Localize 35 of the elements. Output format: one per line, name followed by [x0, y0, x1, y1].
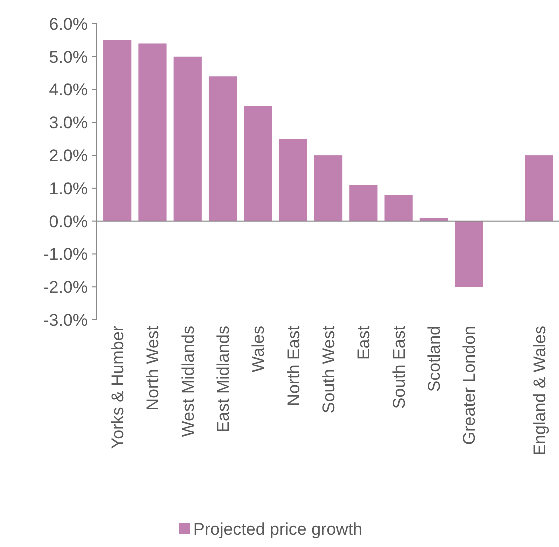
- x-tick-label: West Midlands: [178, 326, 198, 438]
- y-tick-label: 4.0%: [49, 80, 88, 100]
- x-tick-label: Yorks & Humber: [108, 326, 128, 450]
- bar: [138, 44, 167, 222]
- y-tick-label: 2.0%: [49, 146, 88, 166]
- x-tick-label: Greater London: [460, 326, 480, 446]
- y-tick-label: 0.0%: [49, 212, 88, 232]
- x-tick-label: North West: [144, 326, 163, 411]
- bar: [350, 185, 378, 222]
- x-tick-label: East: [354, 326, 374, 360]
- bar: [525, 156, 554, 222]
- y-tick-label: 5.0%: [49, 48, 88, 67]
- bar: [455, 221, 484, 288]
- y-tick-label: -2.0%: [44, 278, 88, 298]
- x-tick-label: England & Wales: [530, 326, 550, 456]
- bar: [279, 139, 308, 222]
- bar: [384, 195, 413, 222]
- x-tick-label: South East: [390, 326, 409, 410]
- bar: [104, 40, 132, 222]
- x-tick-label: Scotland: [424, 326, 444, 392]
- x-tick-label: South West: [319, 326, 338, 414]
- legend-label: Projected price growth: [194, 520, 363, 539]
- bar: [314, 156, 343, 222]
- bar: [174, 56, 202, 222]
- y-tick-label: -3.0%: [44, 310, 88, 330]
- x-tick-label: Wales: [249, 326, 268, 373]
- y-tick-label: 1.0%: [49, 179, 88, 198]
- x-tick-label: North East: [284, 326, 304, 406]
- y-tick-label: -1.0%: [44, 245, 88, 264]
- bar: [244, 106, 272, 222]
- x-tick-label: East Midlands: [214, 326, 233, 433]
- bar: [208, 76, 238, 222]
- bar: [420, 218, 448, 222]
- y-tick-label: 3.0%: [49, 114, 88, 133]
- y-tick-label: 6.0%: [49, 14, 88, 34]
